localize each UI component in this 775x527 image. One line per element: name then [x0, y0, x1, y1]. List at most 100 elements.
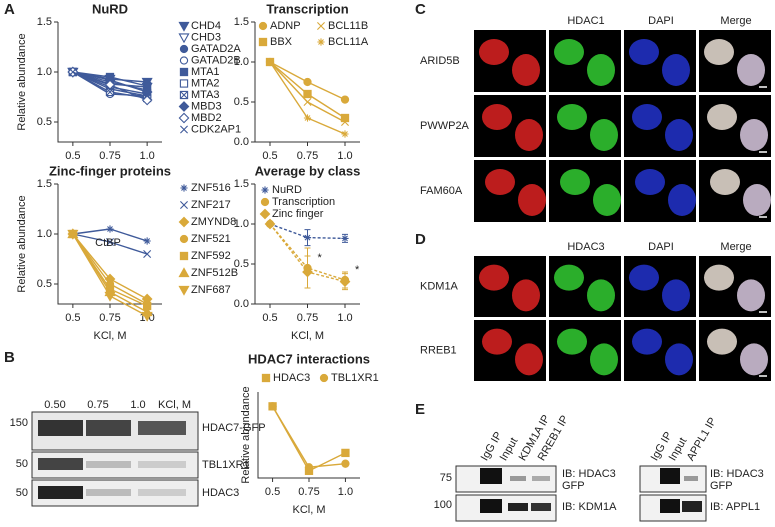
- cell: [590, 119, 618, 151]
- panel-label: C: [415, 1, 426, 18]
- marker: [143, 92, 152, 100]
- legend-label: HDAC3: [273, 372, 310, 384]
- marker: [179, 90, 189, 100]
- y-tick-label: 1.0: [234, 218, 249, 230]
- legend-label: ADNP: [270, 20, 301, 32]
- panel-label: D: [415, 231, 426, 248]
- chart-title: Average by class: [255, 163, 361, 178]
- legend-label: ZNF592: [191, 250, 231, 262]
- marker: [179, 251, 189, 261]
- cell: [515, 119, 543, 151]
- legend-label: MTA3: [191, 89, 220, 101]
- lane-label: 0.75: [87, 399, 108, 411]
- cell: [629, 39, 659, 65]
- cell: [632, 104, 662, 130]
- marker: [258, 21, 268, 31]
- marker: [143, 237, 151, 245]
- x-axis-label: KCl, M: [94, 330, 127, 342]
- row-label: RREB1: [420, 344, 457, 356]
- y-tick-label: 1.5: [234, 16, 249, 28]
- axis: [57, 22, 162, 143]
- column-header: DAPI: [648, 241, 674, 253]
- marker: [180, 184, 188, 192]
- ib-label: IB: HDAC3: [562, 468, 616, 480]
- marker: [179, 79, 189, 88]
- marker: [302, 266, 313, 278]
- band-label: TBL1XR1: [202, 459, 250, 471]
- cell: [554, 39, 584, 65]
- marker: [341, 234, 349, 242]
- marker: [340, 95, 350, 104]
- mw-marker: 150: [10, 417, 28, 429]
- marker: [106, 85, 114, 93]
- marker: [178, 112, 190, 124]
- marker: [179, 44, 189, 54]
- y-tick-label: 0.5: [234, 258, 249, 270]
- y-tick-label: 0.0: [234, 298, 249, 310]
- x-tick-label: 1.0: [337, 150, 352, 162]
- marker: [303, 114, 312, 122]
- x-tick-label: 0.75: [297, 150, 318, 162]
- x-tick-label: 0.5: [262, 150, 277, 162]
- cell: [593, 184, 621, 216]
- legend-label: CHD3: [191, 31, 221, 43]
- x-tick-label: 1.0: [337, 312, 352, 324]
- cell: [482, 328, 512, 355]
- chart-title: HDAC7 interactions: [248, 351, 370, 366]
- legend-label: MTA1: [191, 66, 220, 78]
- legend-label: MBD3: [191, 100, 222, 112]
- panel-label: B: [4, 349, 15, 366]
- x-tick-label: 0.5: [262, 312, 277, 324]
- marker: [178, 101, 190, 112]
- column-header: HDAC3: [567, 241, 604, 253]
- y-tick-label: 1.5: [37, 16, 52, 28]
- marker: [303, 234, 312, 242]
- annotation: *: [355, 264, 360, 276]
- cell: [704, 39, 734, 65]
- chart-title: Transcription: [266, 1, 348, 16]
- legend-label: CHD4: [191, 20, 221, 32]
- cell: [668, 184, 696, 216]
- legend-label: ZNF516: [191, 182, 231, 194]
- row-label: ARID5B: [420, 55, 460, 67]
- column-header: HDAC1: [567, 15, 604, 27]
- cell: [662, 54, 690, 86]
- cell: [590, 343, 618, 376]
- legend-label: MTA2: [191, 77, 220, 89]
- y-tick-label: 1.5: [37, 178, 52, 190]
- series-line: [271, 405, 346, 472]
- cell: [587, 54, 615, 86]
- marker: [261, 373, 271, 383]
- x-tick-label: 0.75: [297, 312, 318, 324]
- y-tick-label: 1.0: [37, 228, 52, 240]
- column-header: Merge: [720, 241, 751, 253]
- cell: [737, 54, 765, 86]
- annotation: *: [318, 252, 323, 264]
- marker: [179, 56, 189, 65]
- cell: [482, 104, 512, 130]
- y-axis-label: Relative abundance: [240, 386, 252, 483]
- legend-label: BCL11B: [328, 20, 368, 32]
- x-tick-label: 0.5: [265, 486, 280, 498]
- marker: [178, 33, 190, 44]
- y-tick-label: 0.5: [37, 116, 52, 128]
- marker: [67, 229, 79, 240]
- chart-title: Zinc-finger proteins: [49, 163, 171, 178]
- legend-label: ZNF217: [191, 199, 231, 211]
- marker: [179, 67, 189, 77]
- cell: [485, 169, 515, 195]
- axis: [57, 184, 162, 305]
- mw-marker: 50: [16, 487, 28, 499]
- blot: [31, 411, 199, 507]
- ib-label: IB: HDAC3: [710, 468, 764, 480]
- marker: [178, 285, 190, 296]
- lane-label: 1.0: [130, 399, 145, 411]
- marker: [264, 218, 276, 230]
- marker: [339, 276, 351, 287]
- ib-label: IB: KDM1A: [562, 501, 617, 513]
- band-label: HDAC7-GFP: [202, 422, 266, 434]
- axis: [257, 392, 360, 479]
- x-tick-label: 1.0: [338, 486, 353, 498]
- cell: [629, 264, 659, 291]
